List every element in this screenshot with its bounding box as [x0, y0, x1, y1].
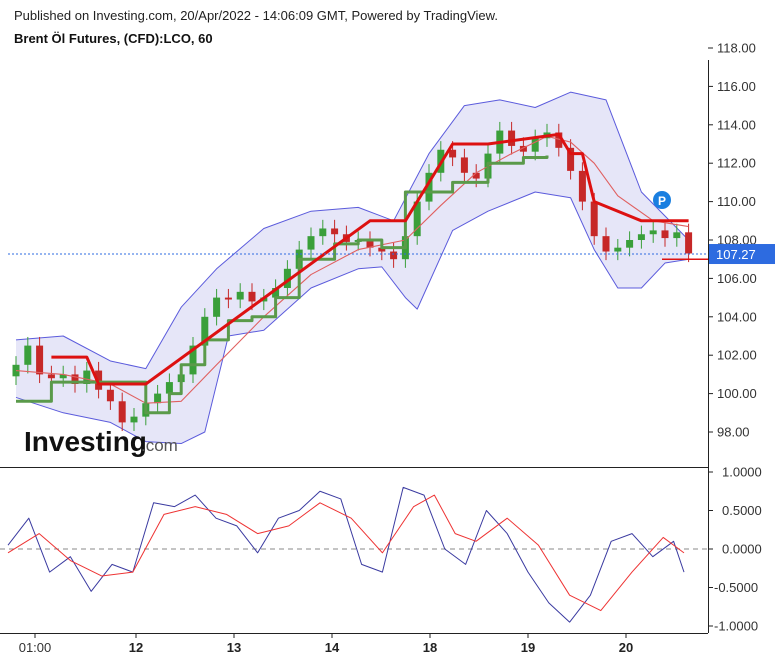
candle-body [71, 374, 79, 384]
candle-body [567, 147, 575, 171]
supertrend-red-line [51, 132, 689, 386]
symbol-title: Brent Öl Futures, (CFD):LCO, 60 [14, 31, 213, 46]
watermark-suffix: .com [141, 436, 178, 455]
price-tick-label: 108.00 [717, 233, 757, 248]
candle-body [413, 201, 421, 237]
candle-body [661, 230, 669, 239]
candle-body [578, 170, 586, 202]
candle-body [224, 297, 232, 300]
price-tick-label: 110.00 [717, 194, 756, 209]
chart-header: Published on Investing.com, 20/Apr/2022 … [14, 6, 498, 48]
supertrend-green-line [16, 155, 549, 415]
candle-body [95, 370, 103, 390]
time-tick-label: 01:00 [19, 640, 52, 655]
oscillator-red-line [7, 494, 685, 612]
bollinger-band-fill [16, 92, 689, 444]
candle-body [508, 130, 516, 146]
published-info: Published on Investing.com, 20/Apr/2022 … [14, 8, 498, 23]
candle-body [201, 316, 209, 346]
last-price-label: 107.27 [716, 247, 756, 262]
candle-body [248, 291, 256, 302]
candle-body [626, 240, 634, 248]
price-tick-label: 116.00 [717, 79, 756, 94]
price-tick-label: 118.00 [717, 41, 756, 56]
candle-body [236, 291, 244, 300]
time-tick-label: 14 [325, 640, 340, 655]
candle-body [519, 145, 527, 152]
price-tick-label: 114.00 [717, 117, 756, 132]
price-tick-label: 106.00 [717, 271, 757, 286]
price-tick-label: 104.00 [717, 309, 757, 324]
time-tick-label: 12 [129, 640, 143, 655]
candle-body [106, 389, 114, 402]
candle-body [531, 138, 539, 152]
price-tick-label: 100.00 [717, 386, 757, 401]
candle-body [425, 172, 433, 202]
candle-body [47, 374, 55, 379]
time-tick-label: 13 [227, 640, 241, 655]
oscillator-blue-line [7, 486, 685, 623]
candle-body [118, 401, 126, 423]
candle-body [272, 288, 280, 298]
time-tick-label: 19 [521, 640, 535, 655]
bollinger-lower-line [15, 191, 689, 445]
oscillator-tick-label: 0.0000 [722, 542, 762, 557]
price-tick-label: 102.00 [717, 348, 757, 363]
candle-body [213, 297, 221, 317]
price-tick-label: 98.00 [717, 425, 750, 440]
candle-body [319, 228, 327, 237]
candle-body [637, 234, 645, 240]
candle-body [283, 268, 291, 288]
candle-body [685, 232, 693, 254]
candle-body [154, 393, 162, 404]
watermark-logo: Investing [24, 426, 147, 457]
candle-body [614, 247, 622, 252]
candle-body [472, 172, 480, 179]
candle-body [36, 345, 44, 375]
candle-body [649, 230, 657, 235]
pivot-marker-label: P [658, 194, 666, 208]
candle-body [673, 232, 681, 239]
bollinger-upper-line [15, 91, 689, 370]
candle-body [390, 251, 398, 260]
candle-body [366, 240, 374, 248]
oscillator-tick-label: 0.5000 [722, 503, 762, 518]
candle-body [130, 416, 138, 423]
candle-body [307, 236, 315, 250]
candle-body [189, 345, 197, 375]
candle-body [602, 236, 610, 252]
time-tick-label: 18 [423, 640, 437, 655]
pivot-marker [653, 191, 671, 209]
candle-body [83, 370, 91, 384]
time-tick-label: 20 [619, 640, 633, 655]
candle-body [590, 201, 598, 237]
candle-body [449, 149, 457, 158]
candle-body [59, 374, 67, 379]
candle-body [331, 228, 339, 235]
last-price-badge [709, 244, 775, 265]
candle-body [165, 382, 173, 394]
candle-body [460, 157, 468, 173]
candle-body [378, 247, 386, 252]
price-tick-label: 112.00 [717, 156, 756, 171]
candle-body [555, 132, 563, 148]
oscillator-tick-label: 1.0000 [722, 465, 762, 480]
oscillator-tick-label: -1.0000 [714, 619, 758, 634]
candle-body [24, 345, 32, 365]
oscillator-tick-label: -0.5000 [714, 580, 758, 595]
